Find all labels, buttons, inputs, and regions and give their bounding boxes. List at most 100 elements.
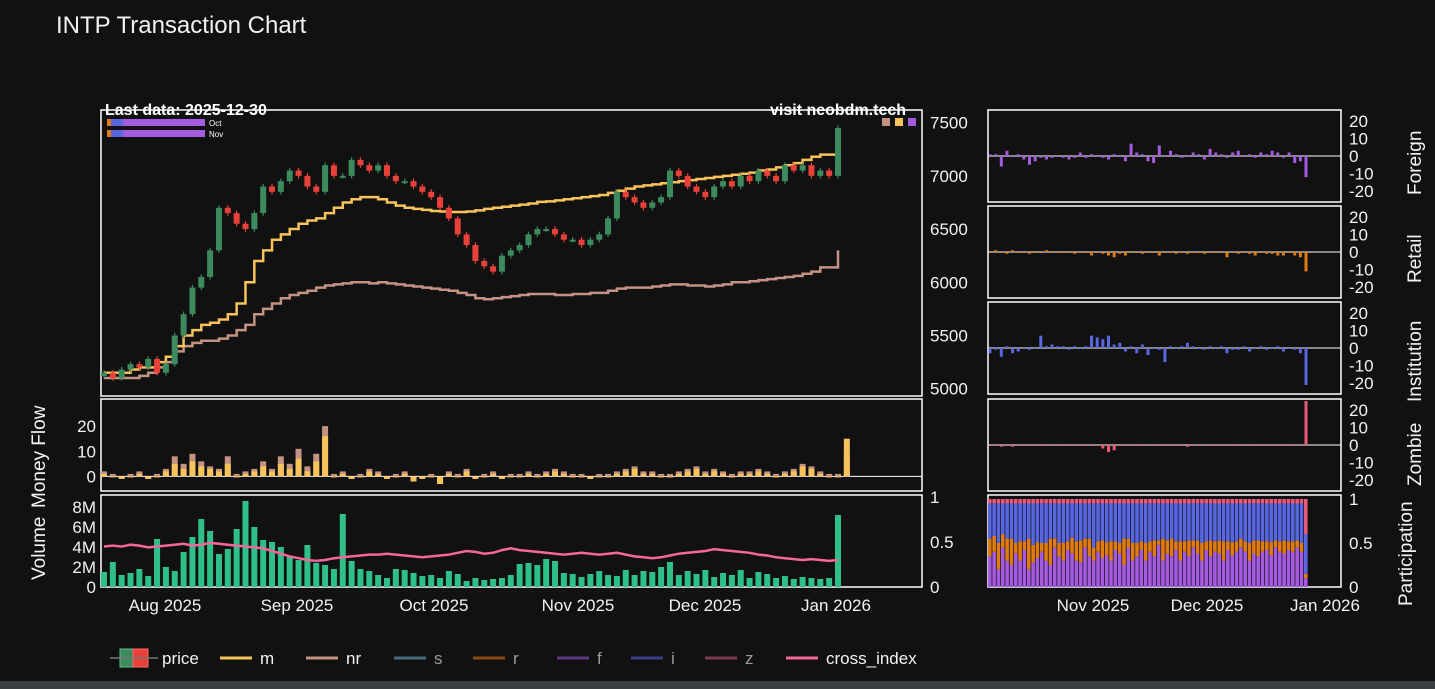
flow-bar	[1011, 156, 1015, 157]
participation-bar	[1278, 503, 1282, 542]
m-bar	[154, 476, 161, 478]
participation-bar	[1130, 543, 1135, 561]
participation-bar	[1165, 553, 1170, 587]
participation-bar	[1299, 543, 1304, 552]
participation-bar	[1018, 499, 1022, 504]
flow-bar	[1095, 156, 1099, 157]
m-bar	[578, 476, 585, 478]
participation-bar	[996, 569, 1001, 587]
flow-bar	[1123, 348, 1127, 352]
participation-bar	[1083, 503, 1087, 539]
legend-item-z[interactable]: z	[705, 649, 754, 668]
candle	[277, 181, 284, 192]
flow-bar	[1242, 252, 1246, 253]
m-bar	[348, 476, 355, 479]
flow-bar	[1022, 252, 1026, 253]
volume-plot	[101, 501, 841, 587]
volume-bar	[383, 578, 390, 587]
participation-bar	[1031, 562, 1035, 587]
participation-bar	[1243, 541, 1247, 552]
participation-bar	[1226, 550, 1230, 587]
flow-ytick: -20	[1349, 374, 1374, 393]
legend-item-cross_index[interactable]: cross_index	[786, 649, 917, 668]
participation-bar	[1273, 503, 1278, 541]
participation-bar	[1260, 503, 1265, 542]
participation-bar	[1191, 547, 1196, 587]
participation-bar	[1117, 543, 1122, 554]
legend-label: r	[513, 649, 519, 668]
m-bar	[101, 473, 107, 477]
participation-bar	[1087, 503, 1092, 539]
flow-ytick: 20	[1349, 401, 1368, 420]
participation-bar	[1117, 499, 1122, 504]
candle	[162, 364, 169, 373]
legend-item-i[interactable]: i	[631, 649, 675, 668]
participation-ylabel: Participation	[1396, 501, 1417, 606]
participation-bar	[1269, 503, 1273, 543]
flow-bar	[1236, 150, 1240, 156]
flow-bar	[1061, 346, 1065, 348]
volume-bar	[392, 569, 399, 587]
flow-bar	[1005, 150, 1009, 156]
flow-bar	[1259, 346, 1263, 348]
legend-item-r[interactable]: r	[473, 649, 519, 668]
flow-bar	[1202, 348, 1206, 350]
legend-item-price[interactable]: price	[110, 648, 199, 668]
flow-bar	[1067, 156, 1071, 160]
m-bar	[136, 473, 143, 477]
volume-bar	[233, 529, 240, 587]
flow-bar	[1033, 348, 1037, 349]
participation-bar	[1044, 543, 1048, 561]
m-bar	[269, 471, 276, 477]
flow-ytick: -20	[1349, 182, 1374, 201]
candle	[720, 181, 727, 187]
flow-bar	[1219, 346, 1223, 348]
legend-item-f[interactable]: f	[557, 649, 602, 668]
participation-bar	[1213, 551, 1217, 587]
participation-bar	[1026, 538, 1031, 570]
candle	[251, 213, 258, 230]
participation-bar	[1109, 503, 1113, 542]
flow-bar	[1174, 445, 1178, 446]
participation-bar	[1009, 538, 1014, 565]
right-xtick: Jan 2026	[1290, 596, 1360, 615]
flow-bar	[1163, 348, 1167, 363]
flow-bar	[1135, 445, 1139, 446]
flow-bar	[1304, 401, 1308, 445]
volume-bar	[472, 578, 479, 587]
candle	[649, 202, 656, 208]
candle	[472, 245, 479, 261]
participation-bar	[1265, 499, 1269, 504]
m-bar	[109, 476, 116, 478]
legend-item-m[interactable]: m	[220, 649, 274, 668]
legend-item-nr[interactable]: nr	[306, 649, 361, 668]
volume-bar	[269, 542, 276, 587]
flow-bar	[1095, 445, 1099, 446]
m-bar	[242, 473, 249, 477]
flow-bar	[1090, 154, 1094, 156]
flow-bar	[1118, 445, 1122, 446]
legend-item-s[interactable]: s	[394, 649, 443, 668]
flow-bar	[1259, 152, 1263, 156]
participation-bar	[1065, 499, 1070, 504]
m-bar	[410, 476, 417, 482]
participation-bar	[1104, 542, 1109, 556]
nr-bar	[481, 473, 488, 477]
money-flow-plot	[101, 426, 922, 484]
flow-bar	[1186, 445, 1189, 447]
participation-bar	[1126, 499, 1131, 504]
participation-bar	[1156, 499, 1161, 504]
candle	[260, 186, 267, 214]
participation-bar	[1221, 503, 1226, 542]
nr-bar	[826, 473, 833, 477]
participation-bar	[1204, 503, 1209, 542]
participation-bar	[1291, 551, 1295, 587]
flow-bar	[1265, 252, 1268, 254]
candle	[693, 186, 700, 192]
m-bar	[383, 476, 390, 479]
participation-bar	[1278, 499, 1282, 504]
flow-bar	[1157, 348, 1161, 350]
participation-bar	[1230, 503, 1235, 543]
nr-bar	[109, 473, 116, 477]
bottom-scrollbar[interactable]	[0, 681, 1435, 689]
